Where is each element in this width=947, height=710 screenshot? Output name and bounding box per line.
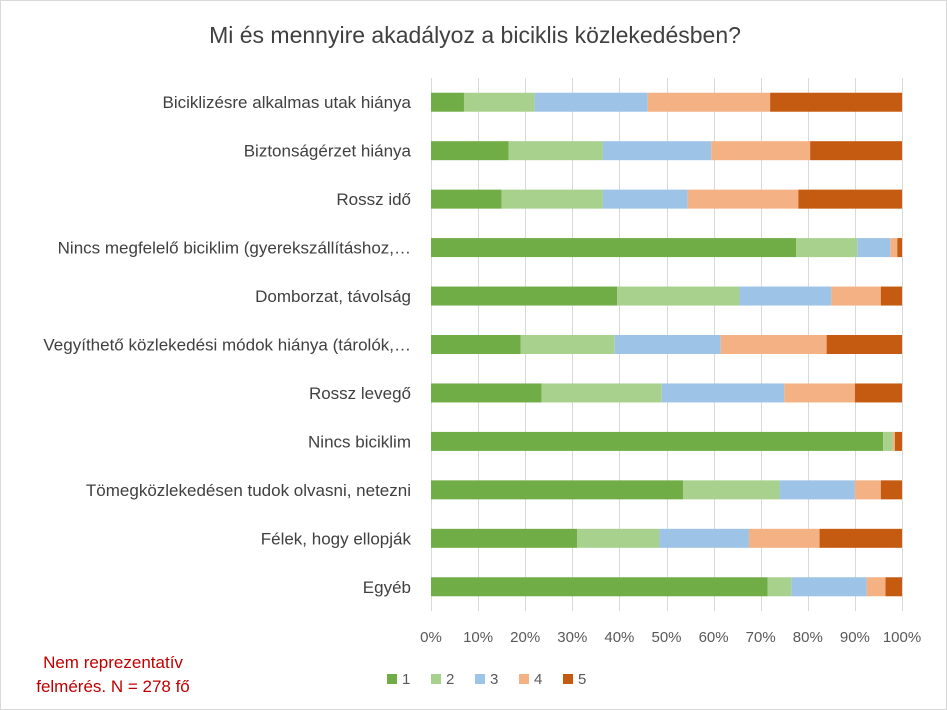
bar-segment [687, 189, 799, 209]
bar-segment [885, 577, 902, 597]
legend: 1 2 3 4 5 [387, 671, 586, 688]
category-label: Egyéb [363, 578, 411, 597]
bar-segment [854, 383, 902, 403]
bar-segment [431, 528, 578, 548]
x-tick-label: 20% [510, 629, 540, 646]
category-label: Félek, hogy ellopják [261, 529, 412, 548]
bar-segment [831, 286, 881, 306]
bar-segment [602, 141, 712, 161]
bar-segment [767, 577, 792, 597]
bar-segment [661, 383, 785, 403]
x-tick-label: 80% [793, 629, 823, 646]
legend-swatch [519, 674, 529, 684]
bar-segment [720, 335, 827, 354]
survey-note-line-1: Nem reprezentatív [43, 653, 183, 672]
bar-segment [614, 335, 721, 354]
legend-label: 4 [534, 671, 542, 688]
bar-segment [431, 141, 509, 161]
legend-swatch [563, 674, 573, 684]
bar-segment [463, 92, 535, 112]
x-tick-label: 0% [420, 629, 442, 646]
x-tick-label: 70% [746, 629, 776, 646]
bar-segment [892, 431, 895, 451]
bar-segment [617, 286, 740, 306]
survey-note-line-2: felmérés. N = 278 fő [36, 677, 190, 696]
bar-segment [431, 431, 884, 451]
x-tick-label: 100% [883, 629, 921, 646]
bar-segment [897, 238, 902, 258]
bar-segment [810, 141, 902, 161]
bar-segment [779, 480, 855, 500]
legend-swatch [475, 674, 485, 684]
bar-segment [541, 383, 662, 403]
bar-segment [880, 286, 902, 306]
legend-label: 3 [490, 671, 498, 688]
bar-segment [431, 480, 683, 500]
bar-segment [748, 528, 820, 548]
survey-note: Nem reprezentatív felmérés. N = 278 fő [13, 651, 213, 699]
bar-segment [501, 189, 603, 209]
category-label: Vegyíthető közlekedési módok hiánya (tár… [43, 336, 411, 355]
legend-swatch [387, 674, 397, 684]
bar-segment [739, 286, 832, 306]
category-label: Tömegközlekedésen tudok olvasni, netezni [86, 481, 411, 500]
bar-segment [659, 528, 749, 548]
bar-segment [431, 238, 797, 258]
x-tick-label: 10% [463, 629, 493, 646]
legend-label: 1 [402, 671, 410, 688]
bar-segment [711, 141, 811, 161]
bar-segment [857, 238, 891, 258]
bar-segment [880, 480, 902, 500]
category-label: Biztonságérzet hiánya [244, 142, 412, 161]
bar-segment [431, 286, 618, 306]
bar-segment [431, 335, 521, 354]
bars [431, 92, 902, 597]
x-tick-label: 30% [557, 629, 587, 646]
bar-segment [534, 92, 648, 112]
bar-segment [508, 141, 603, 161]
bar-segment [431, 92, 464, 112]
x-tick-label: 50% [651, 629, 681, 646]
bar-segment [602, 189, 688, 209]
bar-segment [770, 92, 902, 112]
x-tick-label: 90% [840, 629, 870, 646]
legend-label: 2 [446, 671, 454, 688]
category-label: Domborzat, távolság [255, 287, 411, 306]
bar-segment [431, 383, 542, 403]
bar-segment [796, 238, 858, 258]
category-label: Nincs biciklim [308, 432, 411, 451]
bar-segment [431, 189, 502, 209]
bar-segment [883, 431, 893, 451]
chart-title: Mi és mennyire akadályoz a biciklis közl… [209, 22, 741, 48]
bar-segment [647, 92, 771, 112]
bar-segment [854, 480, 881, 500]
bar-segment [682, 480, 780, 500]
x-tick-label: 60% [699, 629, 729, 646]
category-labels: Biciklizésre alkalmas utak hiánya Biztons… [43, 93, 411, 597]
bar-segment [826, 335, 902, 354]
category-label: Nincs megfelelő biciklim (gyerekszállítá… [58, 239, 411, 258]
legend-swatch [431, 674, 441, 684]
legend-label: 5 [578, 671, 586, 688]
bar-segment [890, 238, 898, 258]
category-label: Biciklizésre alkalmas utak hiánya [163, 93, 412, 112]
bar-segment [577, 528, 660, 548]
category-label: Rossz levegő [309, 384, 411, 403]
bar-segment [798, 189, 902, 209]
bar-segment [894, 431, 902, 451]
category-label: Rossz idő [336, 190, 411, 209]
bar-segment [520, 335, 615, 354]
bar-segment [431, 577, 768, 597]
bar-segment [784, 383, 855, 403]
bar-segment [791, 577, 867, 597]
bar-segment [819, 528, 902, 548]
bar-segment [866, 577, 886, 597]
x-tick-labels: 0% 10% 20% 30% 40% 50% 60% 70% 80% 90% 100% [420, 629, 921, 646]
x-tick-label: 40% [604, 629, 634, 646]
